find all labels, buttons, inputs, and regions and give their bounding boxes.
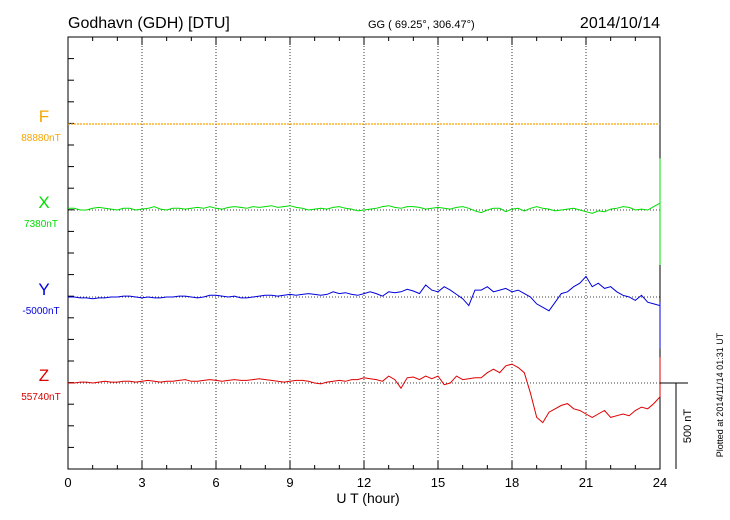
x-tick-label: 24	[653, 475, 667, 490]
series-name-label: Z	[39, 366, 49, 385]
series-line	[68, 158, 661, 265]
series-line	[68, 275, 661, 349]
x-tick-label: 9	[286, 475, 293, 490]
series-line	[68, 357, 661, 424]
station-coordinates: GG ( 69.25°, 306.47°)	[368, 19, 475, 31]
series-baseline-label: 55740nT	[21, 392, 60, 403]
x-tick-label: 15	[431, 475, 445, 490]
scale-bar: 500 nT	[660, 382, 694, 469]
scale-bar-label: 500 nT	[682, 409, 694, 444]
x-tick-label: 12	[357, 475, 371, 490]
x-tick-label: 21	[579, 475, 593, 490]
series-layer: F 88880nT X 7380nT Y -5000nT Z 55740nT	[21, 107, 661, 424]
station-title: Godhavn (GDH) [DTU]	[68, 15, 230, 32]
series-y: Y -5000nT	[22, 275, 661, 349]
series-f: F 88880nT	[21, 107, 660, 144]
x-tick-label: 6	[212, 475, 219, 490]
series-name-label: Y	[38, 280, 49, 299]
series-baseline-label: 88880nT	[21, 133, 60, 144]
plot-date: 2014/10/14	[580, 15, 660, 32]
x-tick-label: 3	[138, 475, 145, 490]
series-baseline-label: -5000nT	[22, 306, 59, 317]
x-tick-label: 0	[64, 475, 71, 490]
series-x: X 7380nT	[24, 158, 661, 265]
series-z: Z 55740nT	[21, 357, 661, 424]
axis-ticks	[67, 37, 661, 469]
x-tick-label: 18	[505, 475, 519, 490]
series-name-label: F	[39, 107, 49, 126]
x-tick-labels: 0 3 6 9 12 15 18 21 24	[64, 475, 667, 490]
series-name-label: X	[38, 193, 49, 212]
x-axis-label: U T (hour)	[336, 490, 399, 506]
series-baseline-label: 7380nT	[24, 219, 58, 230]
plotted-timestamp: Plotted at 2014/11/14 01:31 UT	[715, 332, 725, 457]
vertical-grid	[141, 37, 587, 469]
